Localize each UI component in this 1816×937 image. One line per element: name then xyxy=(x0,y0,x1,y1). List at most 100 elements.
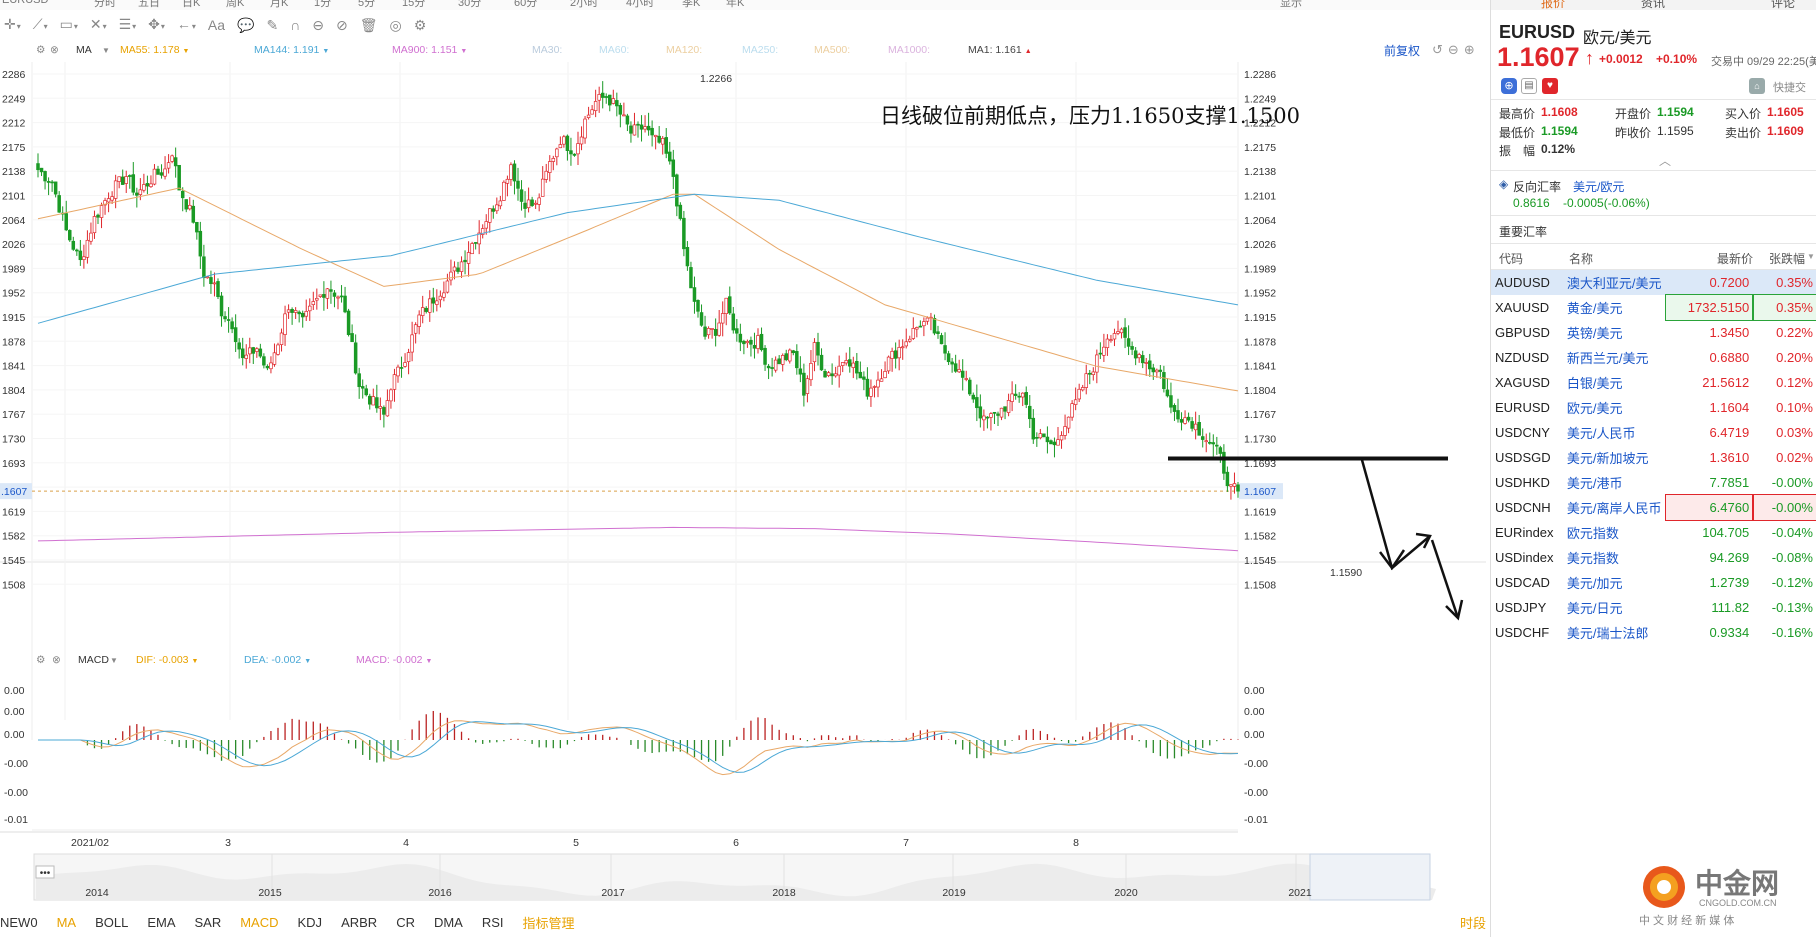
candle-body xyxy=(128,175,132,177)
hide-icon[interactable]: ⊘ xyxy=(336,17,348,33)
indicator-manage-button[interactable]: 指标管理 xyxy=(522,915,575,931)
top-tab-7[interactable]: 5分 xyxy=(358,0,376,9)
minus-icon[interactable]: ⊖ xyxy=(1447,42,1459,57)
candle-body xyxy=(759,333,764,351)
line-tool-icon[interactable]: ⟋ xyxy=(33,10,48,41)
tab-quote[interactable]: 报价 xyxy=(1541,0,1566,10)
period-button[interactable]: 时段 xyxy=(1460,916,1487,931)
indicator-arbr[interactable]: ARBR xyxy=(341,914,378,930)
chevron-up-icon[interactable]: ︿ xyxy=(1659,154,1672,168)
top-tab-12[interactable]: 4小时 xyxy=(626,0,655,9)
eye-icon[interactable]: ◎ xyxy=(389,17,402,33)
candle-body xyxy=(1225,471,1230,487)
reverse-rate-pair[interactable]: 美元/欧元 xyxy=(1573,180,1625,194)
channel-tool-icon[interactable]: ☰ xyxy=(119,10,137,41)
settings-icon[interactable]: ⚙ xyxy=(36,44,46,56)
indicator-dma[interactable]: DMA xyxy=(433,914,463,930)
close-icon[interactable]: ⊗ xyxy=(52,654,61,666)
chevron-down-icon[interactable]: ▼ xyxy=(110,656,118,665)
top-tab-2[interactable]: 五日 xyxy=(138,0,160,9)
top-tab-0[interactable]: EURUSD xyxy=(2,0,49,6)
top-tab-11[interactable]: 2小时 xyxy=(570,0,599,9)
indicator-boll[interactable]: BOLL xyxy=(95,914,129,930)
top-tab-10[interactable]: 60分 xyxy=(514,0,538,9)
indicator-ema[interactable]: EMA xyxy=(147,914,176,930)
header-change[interactable]: 张跌幅 xyxy=(1769,252,1806,266)
move-tool-icon[interactable]: ✥ xyxy=(148,10,165,41)
stat-high-value: 1.1608 xyxy=(1541,105,1578,119)
tab-comments[interactable]: 评论 xyxy=(1771,0,1796,10)
top-tab-15[interactable]: 显示 xyxy=(1280,0,1302,9)
delete-icon[interactable]: 🗑 xyxy=(359,17,378,33)
tab-news[interactable]: 资讯 xyxy=(1641,0,1666,10)
rate-code: USDHKD xyxy=(1495,475,1550,490)
top-tab-14[interactable]: 年K xyxy=(726,0,745,9)
candle-body xyxy=(646,125,651,131)
indicator-kdj[interactable]: KDJ xyxy=(297,914,323,930)
magnet-icon[interactable]: ∩ xyxy=(290,17,301,33)
quick-trade-button[interactable]: 快捷交 xyxy=(1773,82,1806,94)
table-row[interactable]: USDCNH 美元/离岸人民币 6.4760 -0.00% xyxy=(1491,494,1816,521)
table-row[interactable]: USDSGD 美元/新加坡元 1.3610 0.02% xyxy=(1491,445,1816,470)
indicator-sar[interactable]: SAR xyxy=(194,914,222,930)
rect-tool-icon[interactable]: ▭ xyxy=(60,10,78,41)
top-tab-5[interactable]: 月K xyxy=(270,0,289,9)
ma-indicator-name[interactable]: MA xyxy=(76,44,92,56)
document-icon[interactable]: ▤ xyxy=(1521,78,1537,94)
globe-icon[interactable]: ⊕ xyxy=(1501,78,1517,94)
arrow-tool-icon[interactable]: ← xyxy=(177,10,196,41)
candle-body xyxy=(300,312,305,318)
top-tab-3[interactable]: 日K xyxy=(182,0,201,9)
low-price-label: 1.1590 xyxy=(1330,567,1362,579)
crosshair-icon[interactable]: ✛ xyxy=(4,10,21,41)
adjust-mode-button[interactable]: 前复权 xyxy=(1384,44,1421,58)
indicator-rsi[interactable]: RSI xyxy=(481,914,504,930)
indicator-ma[interactable]: MA xyxy=(56,914,77,930)
heart-icon[interactable]: ♥ xyxy=(1542,78,1558,94)
settings-icon[interactable]: ⚙ xyxy=(36,654,46,666)
header-price[interactable]: 最新价 xyxy=(1717,252,1754,266)
indicator-cr[interactable]: CR xyxy=(396,914,415,930)
candle-body xyxy=(329,289,333,292)
plus-icon[interactable]: ⊕ xyxy=(1463,42,1475,57)
pen-icon[interactable]: ✎ xyxy=(266,17,279,33)
table-row[interactable]: AUDUSD 澳大利亚元/美元 0.7200 0.35% xyxy=(1491,270,1816,295)
link-icon[interactable]: ⊖ xyxy=(312,17,325,33)
table-row[interactable]: XAUUSD 黄金/美元 1732.5150 0.35% xyxy=(1491,294,1816,321)
chart-canvas[interactable]: 1.2286 2286 1.2249 2249 1.2212 2212 1.2175 2175… xyxy=(0,0,1486,905)
table-row[interactable]: USDJPY 美元/日元 111.82 -0.13% xyxy=(1491,595,1816,620)
table-row[interactable]: EURindex 欧元指数 104.705 -0.04% xyxy=(1491,520,1816,545)
top-tab-6[interactable]: 1分 xyxy=(314,0,332,9)
table-row[interactable]: USDHKD 美元/港币 7.7851 -0.00% xyxy=(1491,470,1816,495)
header-name[interactable]: 名称 xyxy=(1569,252,1594,266)
table-row[interactable]: USDCHF 美元/瑞士法郎 0.9334 -0.16% xyxy=(1491,620,1816,645)
chevron-down-icon[interactable]: ▼ xyxy=(102,46,110,55)
indicator-macd[interactable]: MACD xyxy=(240,914,279,930)
table-row[interactable]: XAGUSD 白银/美元 21.5612 0.12% xyxy=(1491,370,1816,395)
comment-tool-icon[interactable]: 💬 xyxy=(237,17,255,33)
table-row[interactable]: GBPUSD 英镑/美元 1.3450 0.22% xyxy=(1491,320,1816,345)
table-row[interactable]: USDCNY 美元/人民币 6.4719 0.03% xyxy=(1491,420,1816,445)
table-row[interactable]: EURUSD 欧元/美元 1.1604 0.10% xyxy=(1491,395,1816,420)
indicator-new0[interactable]: NEW0 xyxy=(0,914,38,930)
table-row[interactable]: USDCAD 美元/加元 1.2739 -0.12% xyxy=(1491,570,1816,595)
top-tab-9[interactable]: 30分 xyxy=(458,0,482,9)
table-row[interactable]: NZDUSD 新西兰元/美元 0.6880 0.20% xyxy=(1491,345,1816,370)
undo-icon[interactable]: ↺ xyxy=(1432,42,1443,57)
close-icon[interactable]: ⊗ xyxy=(50,44,59,56)
top-tab-8[interactable]: 15分 xyxy=(402,0,426,9)
header-code[interactable]: 代码 xyxy=(1499,252,1524,266)
top-tab-13[interactable]: 季K xyxy=(682,0,701,9)
bell-icon[interactable]: ⌂ xyxy=(1749,78,1765,94)
text-tool-button[interactable]: Aa xyxy=(207,17,226,33)
macd-indicator-name[interactable]: MACD xyxy=(78,654,109,666)
fib-tool-icon[interactable]: ✕ xyxy=(90,10,107,41)
top-tab-1[interactable]: 分时 xyxy=(94,0,116,9)
price-axis-label: 1.2286 xyxy=(1244,69,1276,81)
candle-body xyxy=(156,168,160,175)
sort-icon[interactable]: ▼ xyxy=(1807,252,1815,261)
top-tab-4[interactable]: 周K xyxy=(226,0,245,9)
settings-icon[interactable]: ⚙ xyxy=(413,17,427,33)
table-row[interactable]: USDindex 美元指数 94.269 -0.08% xyxy=(1491,545,1816,570)
